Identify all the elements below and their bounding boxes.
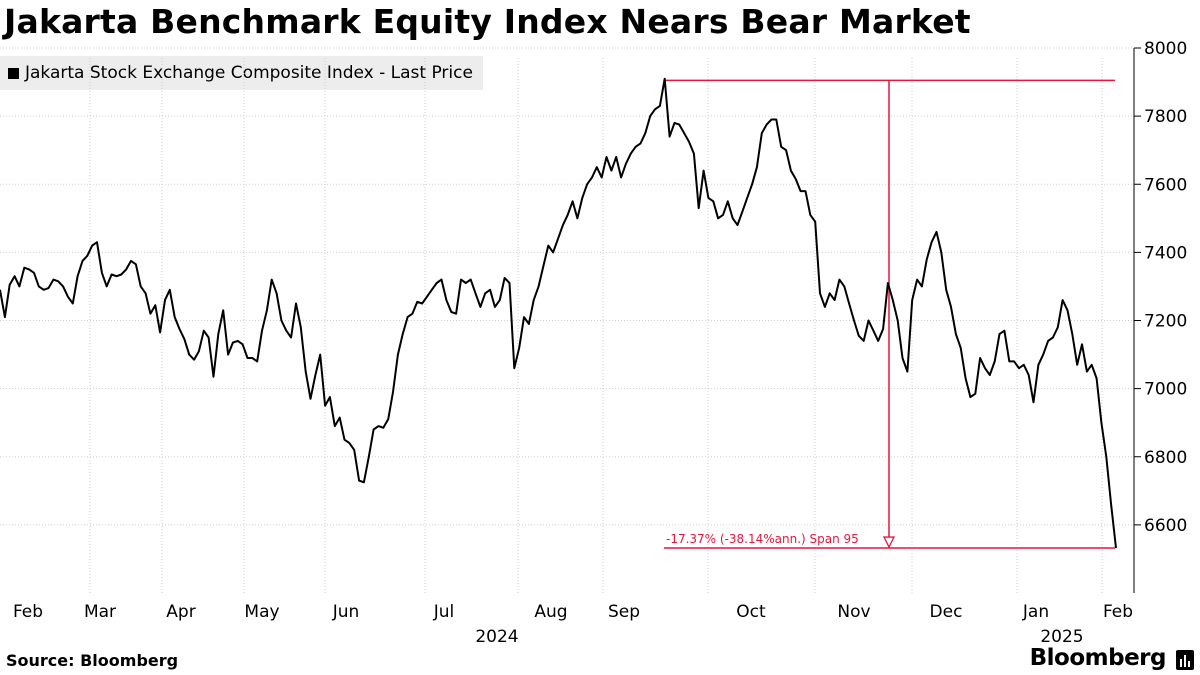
y-tick-label: 7000 xyxy=(1144,380,1187,400)
legend-label: Jakarta Stock Exchange Composite Index -… xyxy=(25,63,473,83)
x-tick-label: Jun xyxy=(332,602,360,622)
y-tick-label: 7200 xyxy=(1144,312,1187,332)
legend-swatch xyxy=(8,67,19,79)
x-tick-label: Apr xyxy=(166,602,195,622)
x-tick-label: Nov xyxy=(837,602,870,622)
y-tick-label: 7800 xyxy=(1144,107,1187,127)
series-line xyxy=(0,77,1117,549)
year-label: 2025 xyxy=(1040,627,1083,647)
x-tick-label: Aug xyxy=(534,602,567,622)
year-label: 2024 xyxy=(475,627,518,647)
y-tick-label: 6800 xyxy=(1144,448,1187,468)
x-tick-label: Mar xyxy=(84,602,116,622)
source-note: Source: Bloomberg xyxy=(6,651,179,670)
x-tick-label: Oct xyxy=(736,602,766,622)
y-tick-label: 8000 xyxy=(1144,39,1187,59)
annotation-label: -17.37% (-38.14%ann.) Span 95 xyxy=(666,532,859,546)
axes: 6600 6800 7000 7200 7400 7600 7800 8000 Feb Mar Ap… xyxy=(13,39,1187,647)
x-tick-label: Feb xyxy=(1103,602,1133,622)
x-tick-label: Feb xyxy=(13,602,43,622)
grid-lines xyxy=(0,47,1134,593)
chart-title: Jakarta Benchmark Equity Index Nears Bea… xyxy=(4,2,971,41)
brand-logo: Bloomberg xyxy=(1029,645,1167,671)
x-tick-label: Jan xyxy=(1022,602,1049,622)
drawdown-annotation: -17.37% (-38.14%ann.) Span 95 xyxy=(664,79,1115,549)
x-tick-label: Sep xyxy=(608,602,640,622)
x-tick-label: May xyxy=(244,602,279,622)
legend: Jakarta Stock Exchange Composite Index -… xyxy=(0,56,483,90)
x-tick-label: Jul xyxy=(433,602,455,622)
y-tick-label: 6600 xyxy=(1144,516,1187,536)
annotation-arrow-head xyxy=(882,536,896,549)
y-tick-label: 7400 xyxy=(1144,243,1187,263)
x-tick-label: Dec xyxy=(930,602,963,622)
y-tick-label: 7600 xyxy=(1144,175,1187,195)
series xyxy=(0,77,1117,549)
chart-bars-icon xyxy=(1176,650,1194,670)
